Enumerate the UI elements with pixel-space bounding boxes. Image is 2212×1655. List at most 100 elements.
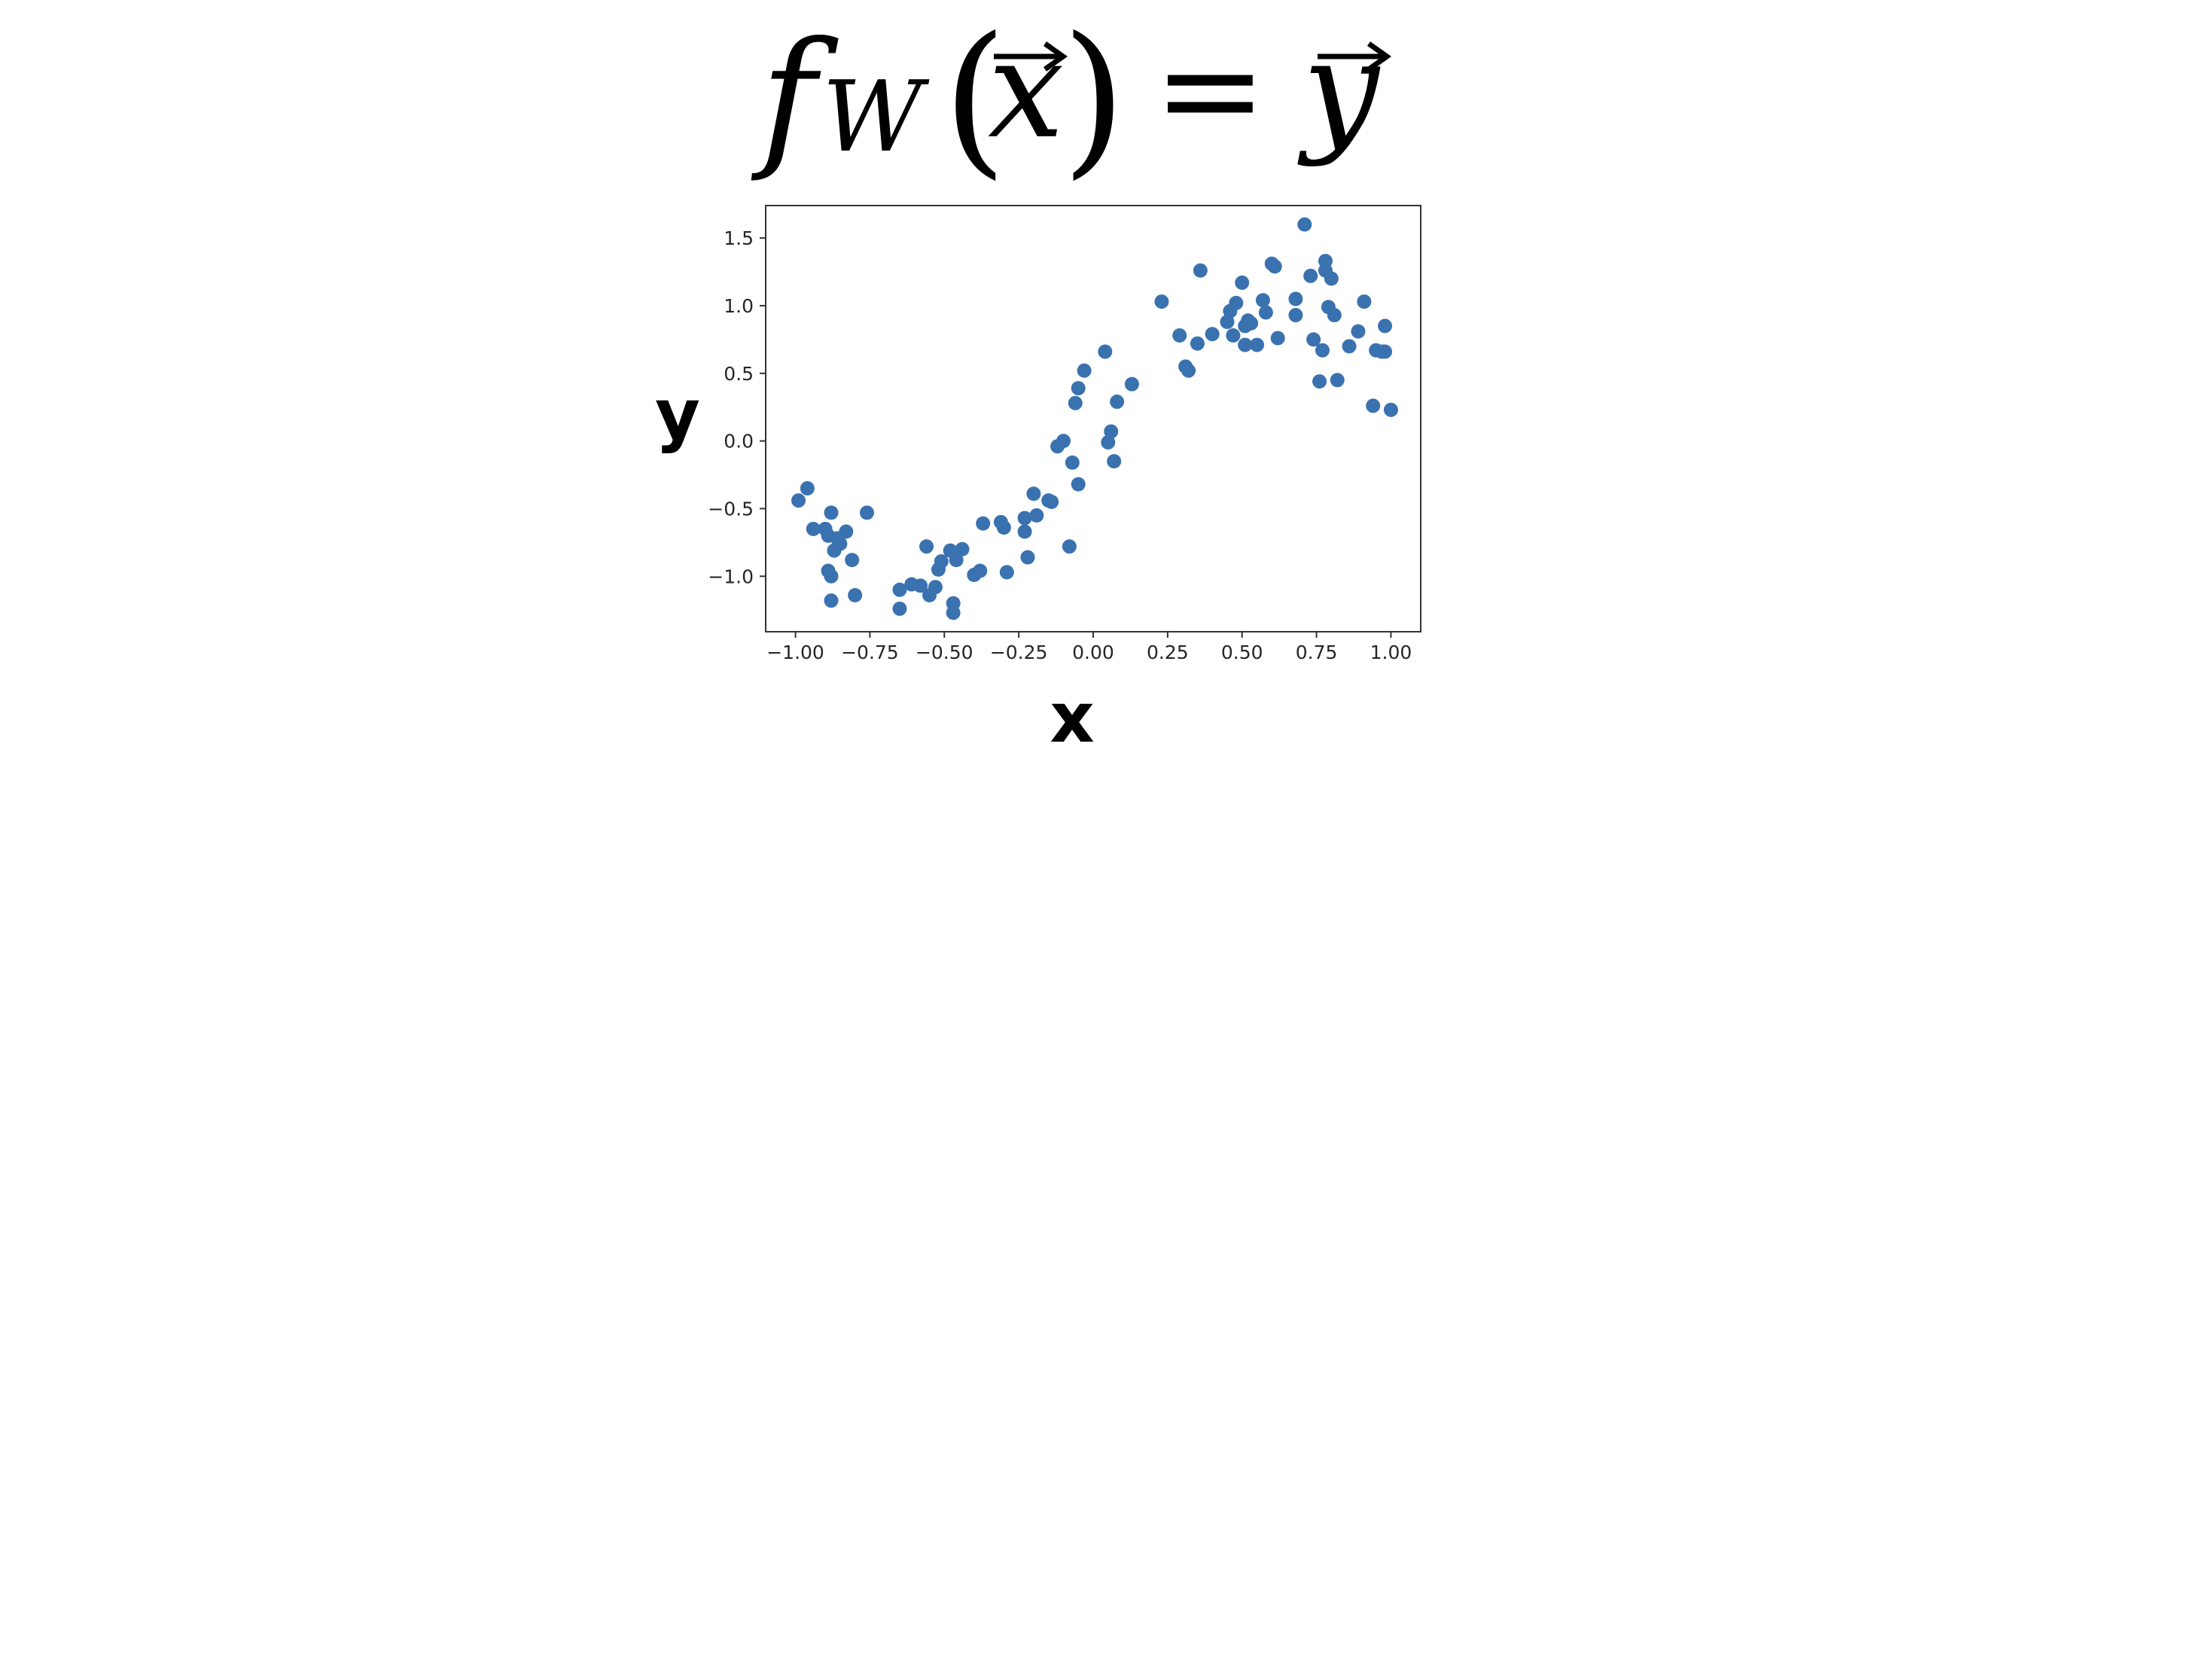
data-point bbox=[1250, 337, 1264, 352]
equation-x: x bbox=[988, 11, 1065, 169]
data-point bbox=[1312, 374, 1327, 389]
data-point bbox=[824, 505, 839, 520]
data-point bbox=[800, 481, 815, 496]
data-point bbox=[1342, 339, 1357, 354]
data-point bbox=[1017, 511, 1032, 526]
x-tick-label: −0.25 bbox=[990, 642, 1048, 663]
data-point bbox=[1229, 295, 1244, 310]
x-tick-label: 1.00 bbox=[1370, 642, 1412, 663]
data-point bbox=[913, 578, 928, 593]
scatter-points bbox=[791, 217, 1398, 620]
data-point bbox=[1172, 328, 1187, 343]
data-point bbox=[1071, 381, 1086, 396]
data-point bbox=[1154, 294, 1169, 309]
data-point bbox=[999, 565, 1014, 580]
equation-close-paren: ) bbox=[1062, 2, 1126, 194]
vector-arrow-icon bbox=[994, 41, 1068, 72]
equation-title: f W ( x ) = y bbox=[738, 8, 1430, 181]
data-point bbox=[946, 596, 961, 611]
data-point bbox=[996, 520, 1011, 535]
data-point bbox=[949, 553, 964, 568]
data-point bbox=[1297, 217, 1312, 232]
data-point bbox=[1235, 275, 1250, 290]
equation-equals: = bbox=[1153, 11, 1267, 169]
data-point bbox=[845, 553, 860, 568]
data-point bbox=[976, 516, 991, 531]
data-point bbox=[1026, 486, 1041, 501]
data-point bbox=[1020, 550, 1035, 565]
data-point bbox=[1220, 315, 1235, 330]
data-point bbox=[1190, 336, 1205, 351]
data-point bbox=[1056, 434, 1071, 449]
x-axis: −1.00 −0.75 −0.50 −0.25 0.00 0.25 0.50 0.75 1.00 bbox=[766, 632, 1412, 663]
data-point bbox=[848, 587, 863, 602]
data-point bbox=[1098, 344, 1113, 359]
y-tick-label: 0.0 bbox=[724, 431, 754, 453]
data-point bbox=[892, 582, 907, 597]
data-point bbox=[1255, 293, 1270, 308]
data-point bbox=[973, 563, 988, 578]
data-point bbox=[1378, 344, 1393, 359]
y-axis: −1.0 −0.5 0.0 0.5 1.0 1.5 bbox=[708, 227, 766, 587]
data-point bbox=[1270, 331, 1285, 346]
data-point bbox=[859, 505, 874, 520]
y-tick-label: 1.0 bbox=[724, 295, 754, 317]
y-tick-label: −0.5 bbox=[708, 498, 754, 520]
y-axis-label: y bbox=[655, 374, 700, 455]
data-point bbox=[1181, 363, 1196, 378]
data-point bbox=[791, 493, 806, 508]
equation-subscript: W bbox=[822, 59, 923, 174]
data-point bbox=[1267, 259, 1282, 274]
data-point bbox=[955, 541, 970, 556]
data-point bbox=[1062, 539, 1077, 554]
data-point bbox=[1238, 337, 1253, 352]
data-point bbox=[1226, 328, 1241, 343]
equation-f: f bbox=[760, 10, 817, 185]
data-point bbox=[928, 580, 943, 595]
data-point bbox=[1366, 398, 1381, 413]
data-point bbox=[824, 593, 839, 608]
data-point bbox=[1029, 507, 1044, 523]
y-tick-label: 0.5 bbox=[724, 363, 754, 385]
x-tick-label: 0.50 bbox=[1221, 642, 1263, 663]
data-point bbox=[1110, 395, 1125, 410]
data-point bbox=[1330, 373, 1345, 388]
data-point bbox=[892, 601, 907, 616]
data-point bbox=[1205, 327, 1220, 342]
data-point bbox=[1303, 268, 1318, 283]
data-point bbox=[839, 524, 854, 539]
data-point bbox=[1044, 495, 1059, 510]
x-tick-label: 0.75 bbox=[1296, 642, 1338, 663]
data-point bbox=[1017, 524, 1032, 539]
data-point bbox=[1244, 315, 1259, 331]
data-point bbox=[806, 521, 821, 536]
equation-y: y bbox=[1303, 11, 1379, 169]
data-point bbox=[1258, 305, 1273, 320]
vector-arrow-icon bbox=[1318, 41, 1392, 72]
equation-open-paren: ( bbox=[943, 2, 1007, 194]
data-point bbox=[1068, 395, 1083, 410]
data-point bbox=[821, 528, 836, 543]
data-point bbox=[824, 568, 839, 584]
y-tick-label: −1.0 bbox=[708, 565, 754, 587]
data-point bbox=[1288, 291, 1303, 306]
x-tick-label: 0.00 bbox=[1072, 642, 1114, 663]
x-tick-label: 0.25 bbox=[1147, 642, 1189, 663]
x-tick-label: −1.00 bbox=[766, 642, 824, 663]
y-tick-label: 1.5 bbox=[724, 227, 754, 249]
data-point bbox=[1065, 455, 1080, 470]
data-point bbox=[1077, 363, 1092, 378]
data-point bbox=[1315, 343, 1330, 358]
data-point bbox=[1306, 332, 1321, 347]
data-point bbox=[1378, 319, 1393, 334]
data-point bbox=[1071, 477, 1086, 492]
data-point bbox=[1383, 402, 1398, 417]
x-axis-label: x bbox=[1050, 678, 1094, 758]
x-tick-label: −0.75 bbox=[841, 642, 899, 663]
x-tick-label: −0.50 bbox=[916, 642, 973, 663]
data-point bbox=[1107, 454, 1122, 469]
data-point bbox=[833, 536, 848, 551]
data-point bbox=[1193, 263, 1208, 278]
